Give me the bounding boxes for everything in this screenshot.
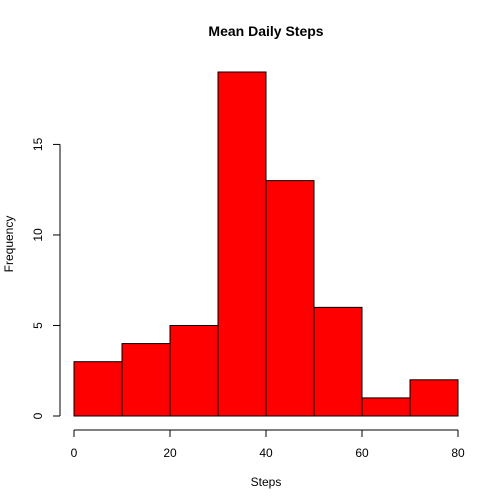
y-tick-label: 5 <box>31 322 45 329</box>
bars-group <box>73 71 459 417</box>
histogram-bar <box>121 343 171 417</box>
histogram-bar <box>361 397 411 417</box>
histogram-bar <box>313 306 363 417</box>
x-tick-label: 80 <box>451 446 465 460</box>
y-tick-label: 0 <box>31 412 45 419</box>
histogram-bar <box>73 361 123 417</box>
x-tick-label: 60 <box>355 446 369 460</box>
histogram-bar <box>265 180 315 417</box>
y-axis-label: Frequency <box>2 216 16 273</box>
y-axis: 0 5 10 15 <box>31 137 61 419</box>
x-tick-label: 0 <box>71 446 78 460</box>
histogram-bar <box>217 71 267 417</box>
x-tick-label: 40 <box>259 446 273 460</box>
x-axis-label: Steps <box>251 475 282 489</box>
chart-title: Mean Daily Steps <box>208 23 323 39</box>
x-tick-label: 20 <box>163 446 177 460</box>
x-axis: 0 20 40 60 80 <box>71 429 465 460</box>
histogram-bar <box>169 324 219 417</box>
y-tick-label: 10 <box>31 228 45 242</box>
y-tick-label: 15 <box>31 137 45 151</box>
histogram-bar <box>409 379 459 417</box>
